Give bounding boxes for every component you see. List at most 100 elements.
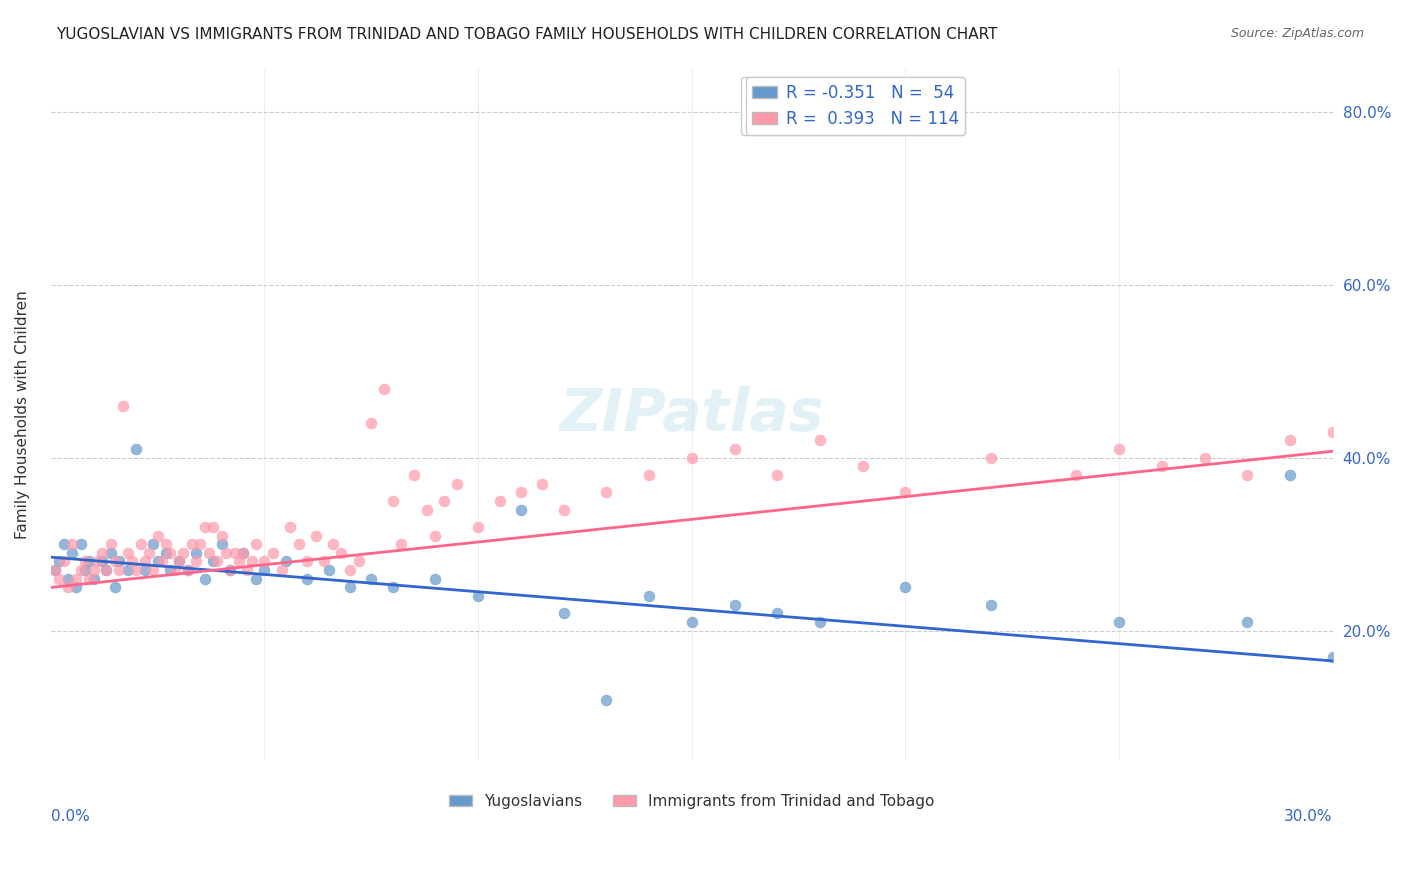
- Point: [125, 563, 148, 577]
- Point: [980, 598, 1002, 612]
- Point: [808, 615, 831, 629]
- Point: [1108, 615, 1130, 629]
- Point: [100, 537, 122, 551]
- Point: [1322, 649, 1344, 664]
- Point: [270, 563, 292, 577]
- Point: [146, 554, 169, 568]
- Point: [134, 554, 156, 568]
- Point: [1236, 615, 1258, 629]
- Point: [48, 572, 70, 586]
- Point: [142, 563, 165, 577]
- Point: [172, 546, 194, 560]
- Point: [245, 572, 267, 586]
- Point: [766, 468, 789, 483]
- Point: [87, 554, 110, 568]
- Point: [595, 693, 617, 707]
- Point: [56, 581, 79, 595]
- Point: [274, 554, 297, 568]
- Point: [176, 563, 198, 577]
- Point: [681, 450, 703, 465]
- Point: [723, 442, 745, 456]
- Point: [488, 494, 510, 508]
- Point: [65, 581, 87, 595]
- Point: [207, 554, 229, 568]
- Point: [509, 502, 531, 516]
- Text: Source: ZipAtlas.com: Source: ZipAtlas.com: [1230, 27, 1364, 40]
- Point: [278, 520, 301, 534]
- Point: [176, 563, 198, 577]
- Point: [894, 581, 917, 595]
- Point: [159, 546, 181, 560]
- Point: [194, 520, 217, 534]
- Point: [638, 589, 661, 603]
- Point: [180, 537, 202, 551]
- Text: ZIPatlas: ZIPatlas: [560, 386, 824, 443]
- Point: [138, 546, 160, 560]
- Point: [681, 615, 703, 629]
- Point: [167, 554, 190, 568]
- Point: [155, 546, 177, 560]
- Point: [232, 546, 254, 560]
- Point: [211, 528, 233, 542]
- Point: [381, 581, 404, 595]
- Point: [467, 589, 489, 603]
- Point: [894, 485, 917, 500]
- Point: [60, 546, 83, 560]
- Point: [150, 554, 173, 568]
- Point: [65, 572, 87, 586]
- Point: [125, 442, 148, 456]
- Point: [232, 546, 254, 560]
- Point: [446, 476, 468, 491]
- Point: [425, 572, 447, 586]
- Point: [297, 554, 319, 568]
- Point: [347, 554, 370, 568]
- Point: [373, 382, 395, 396]
- Point: [595, 485, 617, 500]
- Point: [219, 563, 242, 577]
- Point: [553, 502, 575, 516]
- Point: [83, 572, 105, 586]
- Point: [723, 598, 745, 612]
- Point: [1108, 442, 1130, 456]
- Point: [330, 546, 353, 560]
- Point: [287, 537, 309, 551]
- Point: [190, 537, 212, 551]
- Point: [224, 546, 246, 560]
- Y-axis label: Family Households with Children: Family Households with Children: [15, 290, 30, 539]
- Point: [159, 563, 181, 577]
- Point: [73, 554, 96, 568]
- Point: [1279, 468, 1302, 483]
- Point: [134, 563, 156, 577]
- Text: 30.0%: 30.0%: [1284, 809, 1333, 824]
- Point: [194, 572, 217, 586]
- Point: [198, 546, 221, 560]
- Point: [215, 546, 238, 560]
- Point: [167, 554, 190, 568]
- Point: [1236, 468, 1258, 483]
- Point: [117, 563, 139, 577]
- Point: [202, 520, 225, 534]
- Point: [100, 546, 122, 560]
- Point: [245, 537, 267, 551]
- Point: [60, 537, 83, 551]
- Point: [425, 528, 447, 542]
- Point: [91, 546, 114, 560]
- Point: [766, 607, 789, 621]
- Point: [416, 502, 439, 516]
- Point: [52, 554, 75, 568]
- Point: [91, 554, 114, 568]
- Point: [142, 537, 165, 551]
- Point: [96, 563, 118, 577]
- Point: [79, 572, 101, 586]
- Point: [360, 572, 382, 586]
- Point: [1364, 434, 1386, 448]
- Point: [389, 537, 412, 551]
- Point: [322, 537, 344, 551]
- Point: [236, 563, 259, 577]
- Point: [381, 494, 404, 508]
- Point: [108, 554, 131, 568]
- Point: [1150, 459, 1173, 474]
- Point: [202, 554, 225, 568]
- Point: [1194, 450, 1216, 465]
- Point: [852, 459, 875, 474]
